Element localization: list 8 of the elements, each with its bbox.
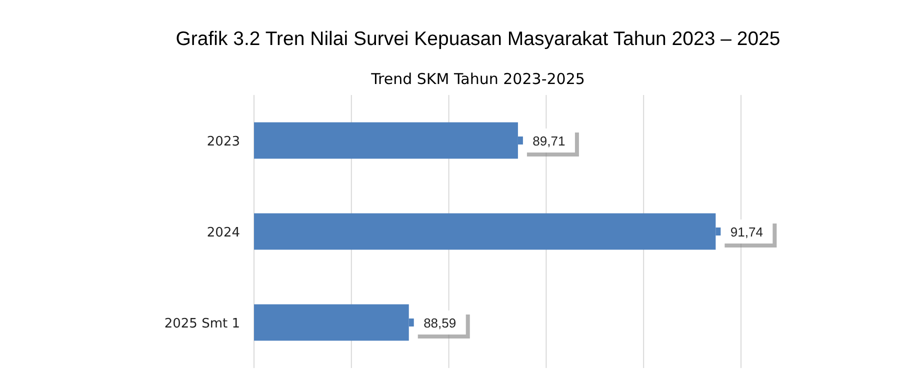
y-tick-label: 2025 Smt 1	[164, 316, 240, 332]
chart-title: Grafik 3.2 Tren Nilai Survei Kepuasan Masyarakat Tahun 2023 – 2025	[176, 28, 780, 50]
data-label: 89,71	[532, 134, 566, 148]
data-label: 91,74	[730, 224, 763, 240]
chart-subtitle: Trend SKM Tahun 2023-2025	[370, 70, 585, 88]
y-tick-label: 2023	[206, 134, 240, 150]
data-label: 88,59	[424, 316, 456, 330]
y-tick-label: 2024	[206, 226, 240, 240]
